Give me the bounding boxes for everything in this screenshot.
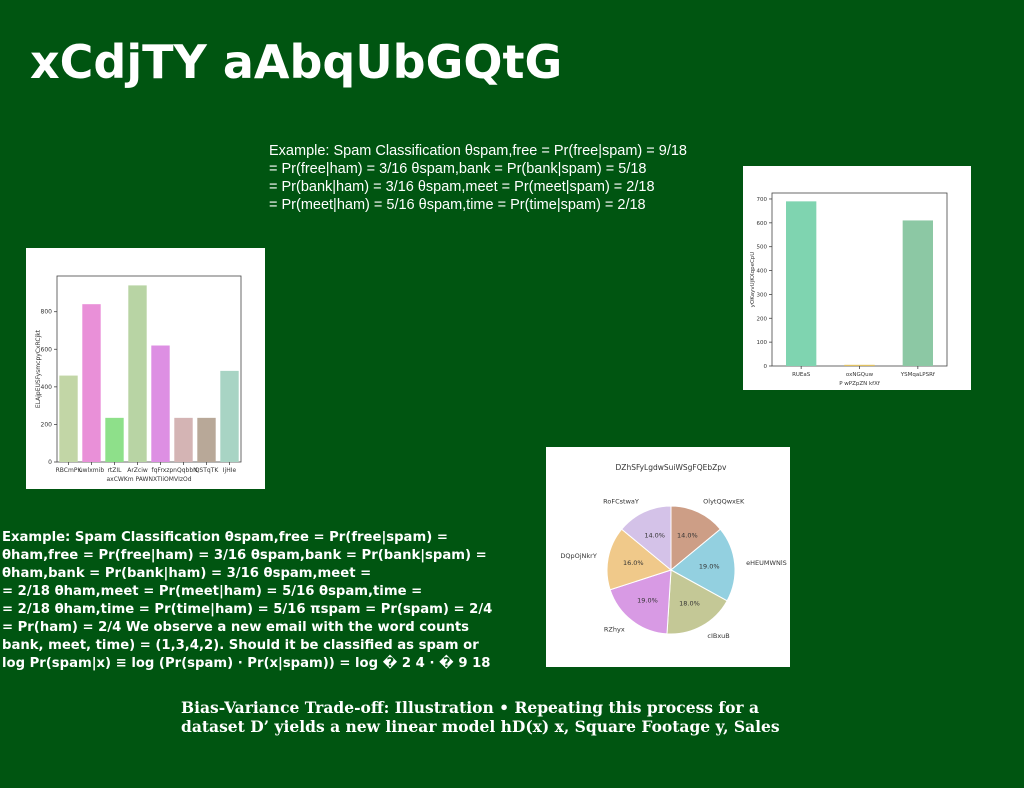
bar-chart-figure-right: 0 100 200 300 400 500 600 700 RUEaS oxNGQuw YSMqaL… (743, 166, 971, 390)
text-line: log Pr(spam|x) ≡ log (Pr(spam) · Pr(x|sp… (2, 656, 491, 671)
bar (105, 417, 124, 462)
text-line: dataset D’ yields a new linear model hD(… (181, 717, 780, 736)
text-line: bank, meet, time) = (1,3,4,2). Should it… (2, 638, 479, 653)
text-line: Bias-Variance Trade-off: Illustration • … (181, 698, 760, 717)
pie-percent-label: 19.0% (699, 562, 720, 570)
text-block-top: Example: Spam Classification θspam,free … (269, 142, 687, 214)
x-tick-label: pnQqbbN (169, 467, 197, 474)
text-line: = 2/18 θham,meet = Pr(meet|ham) = 5/16 θ… (2, 584, 423, 599)
bar (82, 304, 101, 462)
pie-slice-label: RZhyx (604, 626, 625, 634)
y-tick-label: 700 (757, 197, 768, 203)
text-line: = Pr(free|ham) = 3/16 θspam,bank = Pr(ba… (269, 161, 647, 177)
x-axis-label: axCWKm PAWNXTIiOMVIzOd (106, 476, 191, 483)
y-tick-label: 100 (757, 340, 768, 346)
x-tick-label: uwlxmib (79, 467, 104, 474)
y-tick-label: 300 (757, 292, 768, 298)
x-tick-label: IjHIe (223, 467, 237, 474)
pie-slice (609, 569, 672, 635)
y-tick-label: 200 (757, 316, 768, 322)
bar (220, 370, 239, 462)
x-tick-label: fqFrxz (152, 467, 170, 474)
pie-percent-label: 14.0% (677, 531, 698, 539)
text-line: θham,free = Pr(free|ham) = 3/16 θspam,ba… (2, 548, 487, 563)
x-tick-label: rtZIL (107, 467, 122, 474)
text-line: Example: Spam Classification θspam,free … (2, 530, 448, 545)
pie-slice (670, 505, 722, 572)
pie-slice-label: OlytQQwxEK (703, 498, 745, 506)
slide-title: xCdjTY aAbqUbGQtG (30, 35, 563, 89)
bar (59, 375, 78, 462)
pie-slice (670, 528, 736, 602)
text-line: = 2/18 θham,time = Pr(time|ham) = 5/16 π… (2, 602, 493, 617)
text-line: Example: Spam Classification θspam,free … (269, 143, 688, 159)
text-line: = Pr(meet|ham) = 5/16 θspam,time = Pr(ti… (269, 197, 646, 213)
y-tick-label: 600 (41, 346, 53, 353)
bar-chart-right: 0 100 200 300 400 500 600 700 RUEaS oxNGQuw YSMqaL… (750, 192, 948, 387)
bar (151, 345, 170, 462)
y-tick-label: 400 (41, 384, 53, 391)
y-axis-label: yOKayvUjKXqpeCpU (750, 252, 756, 308)
y-tick-label: 0 (764, 364, 768, 370)
pie-slice-label: DQpOjNkrY (560, 552, 596, 560)
bar (786, 201, 817, 366)
bar (197, 417, 216, 462)
y-tick-label: 400 (757, 269, 768, 275)
bar (902, 220, 933, 366)
pie-percent-label: 16.0% (623, 559, 644, 567)
pie-slice-label: RoFCstwaY (603, 498, 639, 506)
x-axis-label: P wPZpZN kfXf (839, 381, 881, 387)
text-line: θham,bank = Pr(bank|ham) = 3/16 θspam,me… (2, 566, 372, 581)
y-tick-label: 500 (757, 245, 768, 251)
pie-slice (666, 569, 728, 635)
text-block-middle: Example: Spam Classification θspam,free … (2, 529, 492, 673)
bar-chart-figure-left: 0 200 400 600 800 RBCmPK uwlxmib rtZIL ArZciw fqF… (26, 248, 265, 489)
x-tick-label: ArZciw (127, 467, 148, 474)
y-tick-label: 600 (757, 221, 768, 227)
pie-title: DZhSFyLgdwSuiWSgFQEbZpv (616, 463, 727, 472)
x-tick-label: oxNGQuw (846, 372, 874, 378)
bar (844, 364, 875, 366)
plot-frame (56, 275, 242, 463)
text-line: = Pr(ham) = 2/4 We observe a new email w… (2, 620, 470, 635)
x-tick-label: QSTqTK (195, 467, 220, 474)
bar (174, 417, 193, 462)
pie-percent-label: 14.0% (644, 531, 665, 539)
y-tick-label: 0 (48, 459, 52, 466)
pie-chart: DZhSFyLgdwSuiWSgFQEbZpv 14.0% OlytQQwxEK 19… (560, 463, 787, 640)
pie-slice-label: eHEUMWNlS (746, 559, 787, 567)
y-axis-label: ELAjpEUSFysmcpyCxRCjkt (35, 329, 42, 408)
pie-chart-figure: DZhSFyLgdwSuiWSgFQEbZpv 14.0% OlytQQwxEK 19… (546, 447, 790, 667)
text-line: = Pr(bank|ham) = 3/16 θspam,meet = Pr(me… (269, 179, 655, 195)
bar (128, 285, 147, 462)
y-tick-label: 200 (41, 421, 53, 428)
pie-percent-label: 18.0% (679, 600, 700, 608)
pie-slice (620, 505, 672, 572)
x-tick-label: YSMqaLPSRf (900, 372, 936, 378)
x-tick-label: RBCmPK (56, 467, 83, 474)
pie-percent-label: 19.0% (637, 596, 658, 604)
text-block-bottom: Bias-Variance Trade-off: Illustration • … (181, 698, 780, 736)
y-tick-label: 800 (41, 309, 53, 316)
pie-slice (606, 528, 673, 591)
pie-slice-label: cIBxuB (707, 632, 729, 640)
x-tick-label: RUEaS (792, 372, 811, 378)
